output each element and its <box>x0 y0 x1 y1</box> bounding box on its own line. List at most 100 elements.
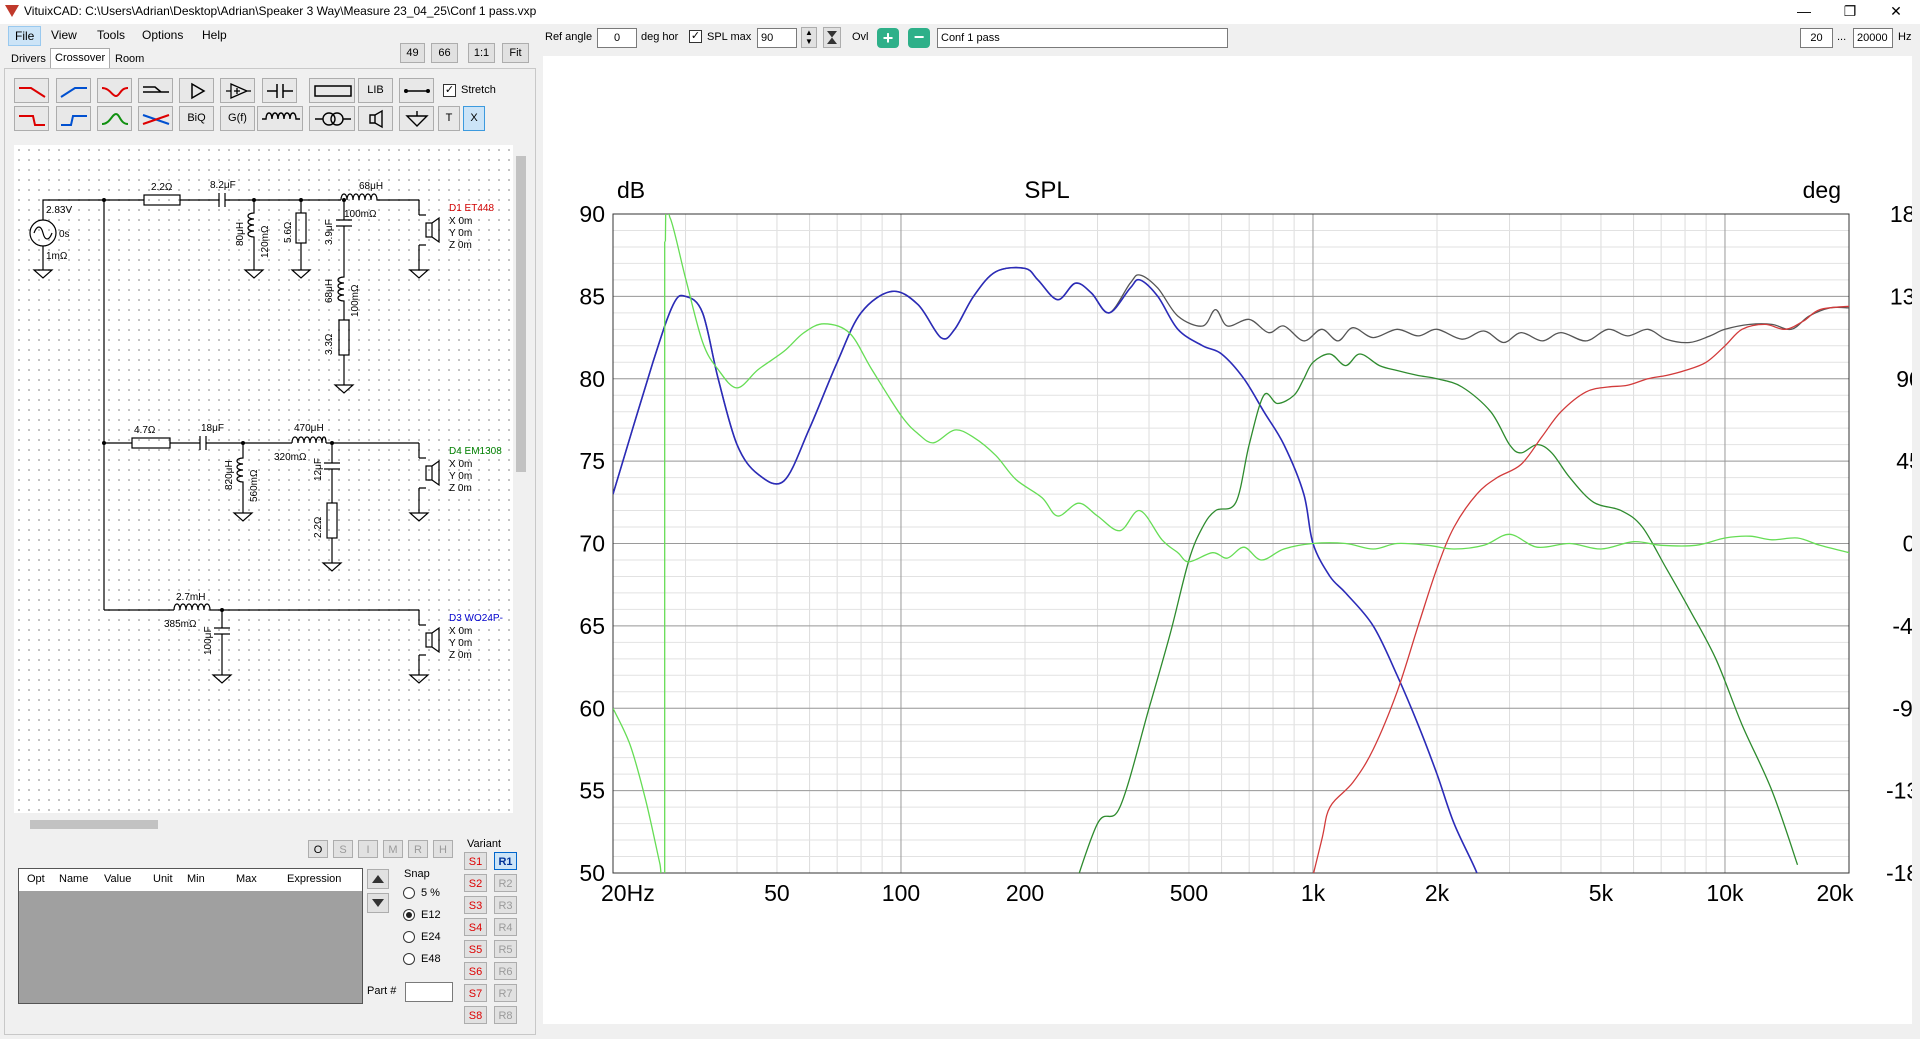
y2-tick-label: 180 <box>1890 201 1912 227</box>
tab-room[interactable]: Room <box>115 53 145 65</box>
zoom-49-button[interactable]: 49 <box>400 43 425 63</box>
spl-graph-panel[interactable]: SPL dB deg 90 85 80 75 70 65 60 55 50 180 135 90 45… <box>543 56 1912 1024</box>
inductor-button[interactable] <box>257 106 303 131</box>
opamp-button[interactable] <box>220 78 255 103</box>
text-button[interactable]: T <box>438 106 460 131</box>
variant-s5-button[interactable]: S5 <box>464 940 487 958</box>
resistor-button[interactable] <box>309 78 355 103</box>
library-button[interactable]: LIB <box>358 78 393 103</box>
menu-options[interactable]: Options <box>142 28 184 42</box>
variant-r5-button[interactable]: R5 <box>494 940 517 958</box>
zoom-66-button[interactable]: 66 <box>431 43 458 63</box>
minimize-icon[interactable]: — <box>1797 3 1811 19</box>
snap-5pct-radio[interactable] <box>403 887 415 899</box>
chart-title: SPL <box>1024 177 1069 204</box>
schematic-vertical-scrollbar[interactable] <box>513 140 529 816</box>
variant-r1-button[interactable]: R1 <box>494 852 517 870</box>
variant-s1-button[interactable]: S1 <box>464 852 487 870</box>
optimize-i-button[interactable]: I <box>358 840 378 858</box>
mid-speaker-icon <box>425 459 440 487</box>
overlay-name-input[interactable] <box>937 28 1228 48</box>
spl-max-range-button[interactable] <box>823 27 841 48</box>
col-opt[interactable]: Opt <box>27 873 45 885</box>
move-up-button[interactable] <box>367 869 389 889</box>
variant-r2-button[interactable]: R2 <box>494 874 517 892</box>
vertical-scroll-thumb[interactable] <box>516 156 526 472</box>
part-number-input[interactable] <box>405 982 453 1002</box>
mid-l-shunt-label: 820μH <box>224 460 235 490</box>
zoom-fit-button[interactable]: Fit <box>502 43 529 63</box>
snap-e24-radio[interactable] <box>403 931 415 943</box>
menu-help[interactable]: Help <box>202 28 227 42</box>
menu-view[interactable]: View <box>51 28 77 42</box>
x-tick-label: 5k <box>1589 880 1614 906</box>
spl-max-input[interactable] <box>757 28 797 48</box>
menu-tools[interactable]: Tools <box>97 28 126 42</box>
highpass-2nd-button[interactable] <box>56 106 91 131</box>
y2-tick-label: 135 <box>1890 283 1912 309</box>
variant-s2-button[interactable]: S2 <box>464 874 487 892</box>
variant-r4-button[interactable]: R4 <box>494 918 517 936</box>
variant-r7-button[interactable]: R7 <box>494 984 517 1002</box>
schematic-canvas[interactable]: 2.83V 0s 1mΩ 2.2Ω 8.2μF 68μH 100mΩ 80μH … <box>14 145 519 813</box>
col-max[interactable]: Max <box>236 873 257 885</box>
shelf-button[interactable] <box>138 78 173 103</box>
add-overlay-icon[interactable]: + <box>877 28 899 48</box>
gain-function-label: G(f) <box>228 112 247 124</box>
delete-button[interactable]: X <box>463 106 485 131</box>
col-name[interactable]: Name <box>59 873 89 885</box>
y-tick-label: 80 <box>579 366 605 392</box>
variant-s7-button[interactable]: S7 <box>464 984 487 1002</box>
crossover-pair-button[interactable] <box>138 106 173 131</box>
close-icon[interactable]: ✕ <box>1890 3 1902 19</box>
variant-s8-button[interactable]: S8 <box>464 1006 487 1024</box>
gain-function-button[interactable]: G(f) <box>220 106 255 131</box>
freq-max-input[interactable] <box>1853 28 1893 48</box>
variant-r3-button[interactable]: R3 <box>494 896 517 914</box>
snap-e48-radio[interactable] <box>403 953 415 965</box>
move-down-button[interactable] <box>367 893 389 913</box>
peak-green-icon <box>101 112 129 125</box>
lowpass-1st-button[interactable] <box>14 78 49 103</box>
capacitor-button[interactable] <box>262 78 297 103</box>
remove-overlay-icon[interactable]: − <box>908 28 930 48</box>
col-unit[interactable]: Unit <box>153 873 173 885</box>
variant-s3-button[interactable]: S3 <box>464 896 487 914</box>
snap-e12-radio[interactable] <box>403 909 415 921</box>
optimize-h-button[interactable]: H <box>433 840 453 858</box>
spl-max-spinner[interactable]: ▲ ▼ <box>801 27 817 48</box>
ref-angle-input[interactable] <box>597 28 637 48</box>
wire-button[interactable] <box>399 78 434 103</box>
optimize-m-button[interactable]: M <box>383 840 403 858</box>
parameter-table[interactable]: Opt Name Value Unit Min Max Expression <box>18 868 363 1004</box>
zoom-1to1-button[interactable]: 1:1 <box>468 43 495 63</box>
buffer-button[interactable] <box>179 78 214 103</box>
biquad-button[interactable]: BiQ <box>179 106 214 131</box>
freq-min-input[interactable] <box>1800 28 1833 48</box>
optimize-o-button[interactable]: O <box>308 840 328 858</box>
ground-button[interactable] <box>399 106 434 131</box>
tab-crossover[interactable]: Crossover <box>50 48 111 69</box>
transformer-button[interactable] <box>309 106 355 131</box>
lowpass-2nd-button[interactable] <box>14 106 49 131</box>
restore-icon[interactable]: ❐ <box>1843 3 1857 19</box>
highpass-1st-button[interactable] <box>56 78 91 103</box>
schematic-horizontal-scrollbar[interactable] <box>14 816 513 832</box>
variant-s4-button[interactable]: S4 <box>464 918 487 936</box>
optimize-s-button[interactable]: S <box>333 840 353 858</box>
stretch-checkbox[interactable]: ✓ <box>443 84 456 97</box>
col-min[interactable]: Min <box>187 873 205 885</box>
tab-drivers[interactable]: Drivers <box>11 53 46 65</box>
variant-r8-button[interactable]: R8 <box>494 1006 517 1024</box>
col-expression[interactable]: Expression <box>287 873 342 885</box>
menu-file[interactable]: File <box>8 26 42 46</box>
col-value[interactable]: Value <box>104 873 132 885</box>
spl-max-checkbox[interactable]: ✓ <box>689 30 702 43</box>
bandpass-button[interactable] <box>97 78 132 103</box>
optimize-r-button[interactable]: R <box>408 840 428 858</box>
horizontal-scroll-thumb[interactable] <box>30 820 158 829</box>
peak-button[interactable] <box>97 106 132 131</box>
driver-button[interactable] <box>358 106 393 131</box>
variant-s6-button[interactable]: S6 <box>464 962 487 980</box>
variant-r6-button[interactable]: R6 <box>494 962 517 980</box>
